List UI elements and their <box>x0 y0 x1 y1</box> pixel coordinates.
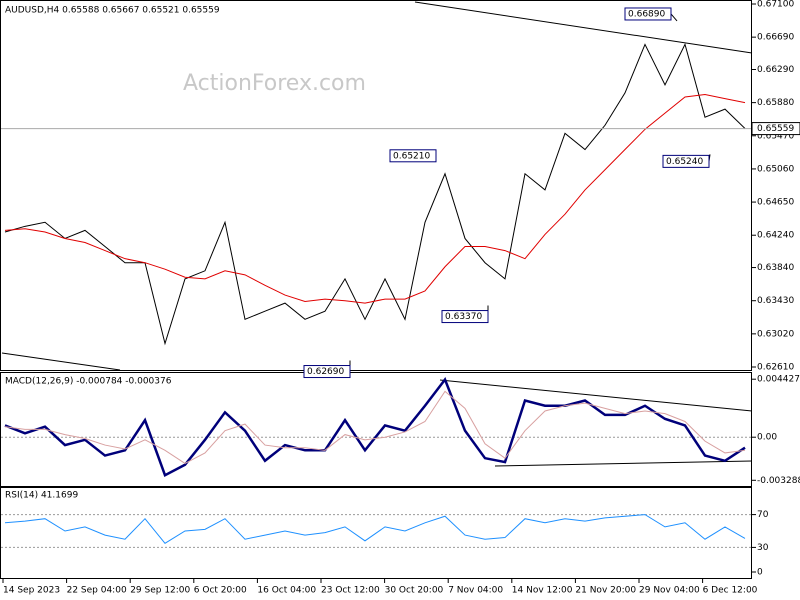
x-tick-label: 14 Sep 2023 <box>3 586 60 596</box>
annotation-label: 0.63370 <box>445 312 482 322</box>
y-tick-label: 0.63430 <box>757 296 794 306</box>
x-tick-label: 21 Nov 20:00 <box>575 586 636 596</box>
y-tick-label: 0.65880 <box>757 98 794 108</box>
trend-line <box>439 379 753 412</box>
rsi-title: RSI(14) 41.1699 <box>5 491 78 501</box>
y-tick-label: 70 <box>757 510 769 520</box>
x-tick-label: 16 Oct 04:00 <box>257 586 316 596</box>
y-tick-label: 0 <box>757 568 763 578</box>
annotation-label: 0.62690 <box>307 367 344 377</box>
y-tick-label: 0.67100 <box>757 0 794 10</box>
series-line <box>4 43 746 346</box>
y-tick-label: 0.64650 <box>757 198 794 208</box>
y-tick-label: 0.64240 <box>757 231 794 241</box>
y-tick-label: 0.00 <box>757 433 777 443</box>
annotation-box <box>389 149 437 163</box>
y-tick-label: 0.66690 <box>757 33 794 43</box>
price-title: AUDUSD,H4 0.65588 0.65667 0.65521 0.6555… <box>5 6 220 16</box>
x-tick-label: 14 Nov 12:00 <box>512 586 573 596</box>
series-line <box>4 390 746 464</box>
x-tick-label: 6 Dec 12:00 <box>703 586 758 596</box>
y-tick-label: 30 <box>757 543 769 553</box>
annotation-box <box>441 310 489 324</box>
trend-line <box>494 460 753 467</box>
series-line <box>4 94 746 304</box>
y-tick-label: 0.62610 <box>757 363 794 373</box>
x-tick-label: 22 Sep 04:00 <box>67 586 127 596</box>
x-tick-label: 23 Oct 12:00 <box>321 586 380 596</box>
x-tick-label: 29 Sep 12:00 <box>130 586 190 596</box>
macd-title: MACD(12,26,9) -0.000784 -0.000376 <box>5 377 172 387</box>
macd-panel <box>0 372 752 487</box>
price-panel <box>0 0 752 371</box>
y-tick-label: 0.004427 <box>757 375 800 385</box>
y-tick-label: -0.003288 <box>757 476 800 486</box>
x-tick-label: 29 Nov 04:00 <box>639 586 700 596</box>
annotation-box <box>624 7 672 21</box>
series-line <box>4 514 746 544</box>
x-tick-label: 6 Oct 20:00 <box>194 586 247 596</box>
last-price-box <box>751 122 800 136</box>
y-tick-label: 0.65470 <box>757 131 794 141</box>
trend-line <box>414 1 753 54</box>
annotation-leader <box>670 13 678 22</box>
annotation-label: 0.66890 <box>628 9 665 19</box>
last-price-label: 0.65559 <box>757 124 794 134</box>
y-tick-label: 0.66290 <box>757 65 794 75</box>
watermark: ActionForex.com <box>183 71 366 96</box>
annotation-box <box>662 154 710 168</box>
trend-line <box>1 352 121 371</box>
y-tick-label: 0.63020 <box>757 329 794 339</box>
annotation-box <box>303 365 351 379</box>
y-tick-label: 0.65060 <box>757 164 794 174</box>
y-tick-label: 0.63840 <box>757 263 794 273</box>
rsi-panel <box>0 487 752 579</box>
x-tick-label: 30 Oct 20:00 <box>385 586 444 596</box>
series-line <box>4 377 746 477</box>
annotation-label: 0.65210 <box>393 151 430 161</box>
x-tick-label: 7 Nov 04:00 <box>448 586 503 596</box>
annotation-label: 0.65240 <box>666 157 703 167</box>
